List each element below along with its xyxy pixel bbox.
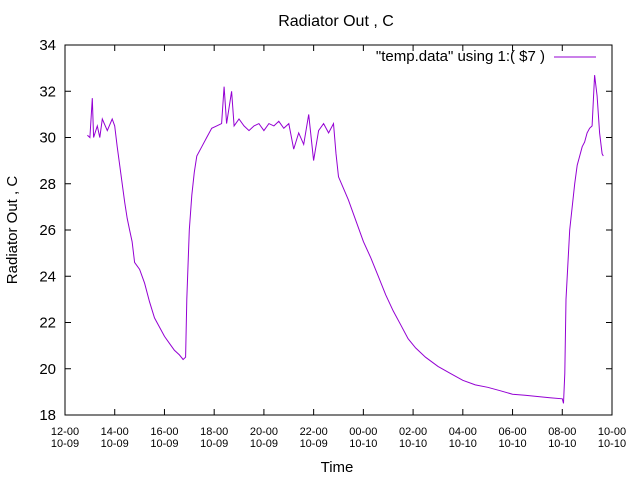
x-tick-label-time: 18-00 bbox=[200, 426, 228, 438]
plot-frame bbox=[64, 44, 613, 416]
x-tick-label-time: 22-00 bbox=[300, 426, 328, 438]
series-line bbox=[87, 75, 604, 404]
x-tick-label-date: 10-09 bbox=[200, 438, 228, 450]
x-tick-label-time: 10-00 bbox=[598, 426, 626, 438]
legend-label: "temp.data" using 1:( $7 ) bbox=[376, 48, 545, 65]
x-tick-label-time: 12-00 bbox=[51, 426, 79, 438]
x-tick-label-date: 10-09 bbox=[300, 438, 328, 450]
x-tick-label-date: 10-09 bbox=[51, 438, 79, 450]
x-tick-label-time: 20-00 bbox=[250, 426, 278, 438]
x-tick-label-time: 02-00 bbox=[399, 426, 427, 438]
x-axis-label: Time bbox=[321, 459, 354, 476]
x-tick-label-date: 10-09 bbox=[101, 438, 129, 450]
x-tick-label-time: 00-00 bbox=[349, 426, 377, 438]
y-tick-label: 26 bbox=[39, 222, 56, 239]
y-axis: 18 20 22 24 26 28 30 32 34 bbox=[39, 37, 612, 424]
y-tick-label: 22 bbox=[39, 315, 56, 332]
y-tick-label: 20 bbox=[39, 361, 56, 378]
x-tick-label-date: 10-10 bbox=[598, 438, 626, 450]
x-tick-label-date: 10-10 bbox=[399, 438, 427, 450]
x-tick-label-date: 10-10 bbox=[548, 438, 576, 450]
y-tick-label: 24 bbox=[39, 268, 56, 285]
x-tick-label-time: 14-00 bbox=[101, 426, 129, 438]
y-axis-label: Radiator Out , C bbox=[4, 176, 21, 285]
x-axis: 12-0010-0914-0010-0916-0010-0918-0010-09… bbox=[51, 45, 626, 450]
x-tick-label-time: 16-00 bbox=[150, 426, 178, 438]
chart-title: Radiator Out , C bbox=[278, 13, 394, 30]
x-tick-label-date: 10-10 bbox=[498, 438, 526, 450]
y-tick-label: 30 bbox=[39, 130, 56, 147]
y-tick-label: 18 bbox=[39, 407, 56, 424]
x-tick-label-time: 04-00 bbox=[449, 426, 477, 438]
x-tick-label-date: 10-10 bbox=[449, 438, 477, 450]
y-tick-label: 32 bbox=[39, 83, 56, 100]
x-tick-label-time: 06-00 bbox=[498, 426, 526, 438]
x-tick-label-date: 10-09 bbox=[250, 438, 278, 450]
x-tick-label-time: 08-00 bbox=[548, 426, 576, 438]
x-tick-label-date: 10-10 bbox=[349, 438, 377, 450]
y-tick-label: 28 bbox=[39, 176, 56, 193]
x-tick-label-date: 10-09 bbox=[150, 438, 178, 450]
legend: "temp.data" using 1:( $7 ) bbox=[376, 48, 596, 65]
y-tick-label: 34 bbox=[39, 37, 56, 54]
